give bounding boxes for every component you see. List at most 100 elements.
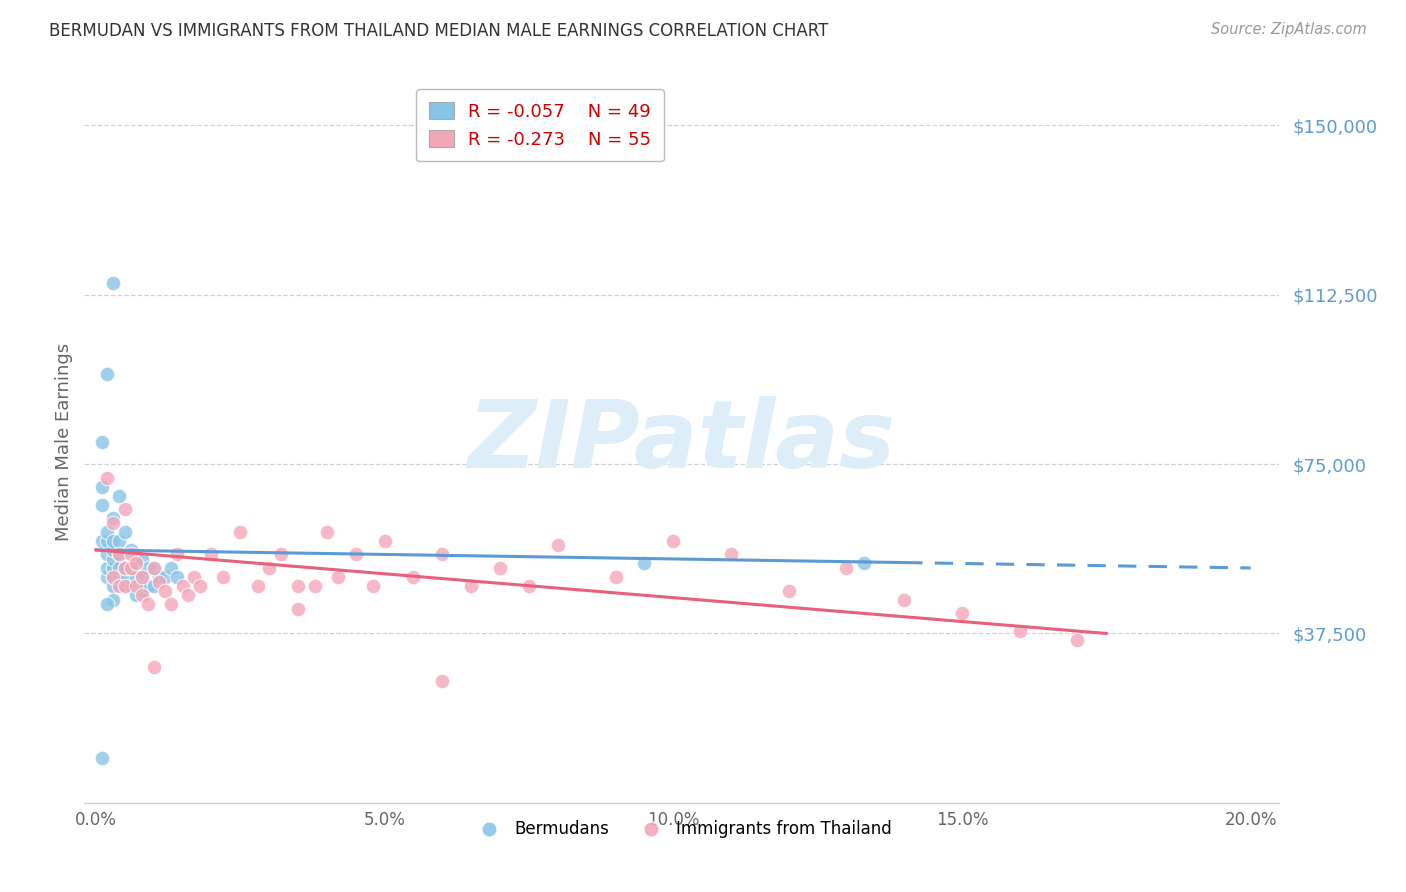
- Point: [131, 570, 153, 584]
- Point: [402, 570, 425, 584]
- Point: [103, 516, 125, 530]
- Point: [114, 570, 136, 584]
- Point: [153, 570, 176, 584]
- Point: [96, 470, 118, 484]
- Point: [90, 750, 112, 764]
- Text: Source: ZipAtlas.com: Source: ZipAtlas.com: [1211, 22, 1367, 37]
- Point: [103, 579, 125, 593]
- Point: [108, 548, 131, 562]
- Point: [229, 524, 252, 539]
- Point: [304, 579, 326, 593]
- Point: [103, 277, 125, 291]
- Point: [120, 579, 142, 593]
- Text: BERMUDAN VS IMMIGRANTS FROM THAILAND MEDIAN MALE EARNINGS CORRELATION CHART: BERMUDAN VS IMMIGRANTS FROM THAILAND MED…: [49, 22, 828, 40]
- Point: [328, 570, 350, 584]
- Text: ZIPatlas: ZIPatlas: [468, 395, 896, 488]
- Point: [103, 511, 125, 525]
- Point: [778, 583, 800, 598]
- Point: [90, 498, 112, 512]
- Point: [131, 570, 153, 584]
- Point: [136, 561, 159, 575]
- Point: [720, 548, 742, 562]
- Point: [212, 570, 235, 584]
- Point: [90, 533, 112, 548]
- Point: [103, 570, 125, 584]
- Point: [108, 533, 131, 548]
- Point: [114, 579, 136, 593]
- Point: [125, 570, 148, 584]
- Point: [547, 538, 569, 552]
- Point: [96, 548, 118, 562]
- Point: [131, 552, 153, 566]
- Point: [246, 579, 269, 593]
- Point: [120, 561, 142, 575]
- Point: [96, 561, 118, 575]
- Point: [103, 592, 125, 607]
- Point: [852, 557, 875, 571]
- Point: [166, 548, 188, 562]
- Point: [125, 579, 148, 593]
- Point: [108, 570, 131, 584]
- Point: [893, 592, 915, 607]
- Point: [125, 552, 148, 566]
- Point: [257, 561, 280, 575]
- Point: [160, 597, 183, 611]
- Point: [136, 597, 159, 611]
- Point: [96, 367, 118, 381]
- Point: [103, 542, 125, 557]
- Point: [148, 570, 170, 584]
- Point: [108, 489, 131, 503]
- Point: [270, 548, 292, 562]
- Point: [131, 588, 153, 602]
- Legend: Bermudans, Immigrants from Thailand: Bermudans, Immigrants from Thailand: [465, 814, 898, 845]
- Point: [517, 579, 540, 593]
- Point: [432, 548, 454, 562]
- Point: [142, 579, 165, 593]
- Point: [153, 583, 176, 598]
- Point: [605, 570, 627, 584]
- Point: [835, 561, 858, 575]
- Point: [120, 548, 142, 562]
- Point: [96, 597, 118, 611]
- Point: [287, 601, 309, 615]
- Point: [131, 583, 153, 598]
- Point: [96, 524, 118, 539]
- Point: [361, 579, 384, 593]
- Point: [136, 579, 159, 593]
- Point: [950, 606, 973, 620]
- Point: [125, 588, 148, 602]
- Point: [177, 588, 200, 602]
- Point: [200, 548, 222, 562]
- Point: [287, 579, 309, 593]
- Point: [160, 561, 183, 575]
- Point: [125, 557, 148, 571]
- Point: [460, 579, 482, 593]
- Point: [432, 673, 454, 688]
- Point: [114, 561, 136, 575]
- Point: [315, 524, 337, 539]
- Point: [103, 561, 125, 575]
- Point: [103, 533, 125, 548]
- Point: [114, 524, 136, 539]
- Point: [114, 561, 136, 575]
- Point: [114, 502, 136, 516]
- Point: [108, 561, 131, 575]
- Point: [142, 660, 165, 674]
- Point: [103, 552, 125, 566]
- Point: [96, 533, 118, 548]
- Point: [120, 542, 142, 557]
- Point: [108, 579, 131, 593]
- Point: [114, 579, 136, 593]
- Point: [108, 548, 131, 562]
- Point: [374, 533, 396, 548]
- Point: [148, 574, 170, 589]
- Point: [662, 533, 685, 548]
- Point: [90, 434, 112, 449]
- Point: [142, 561, 165, 575]
- Point: [96, 570, 118, 584]
- Point: [1066, 633, 1088, 648]
- Point: [1008, 624, 1031, 639]
- Y-axis label: Median Male Earnings: Median Male Earnings: [55, 343, 73, 541]
- Point: [633, 557, 655, 571]
- Point: [103, 570, 125, 584]
